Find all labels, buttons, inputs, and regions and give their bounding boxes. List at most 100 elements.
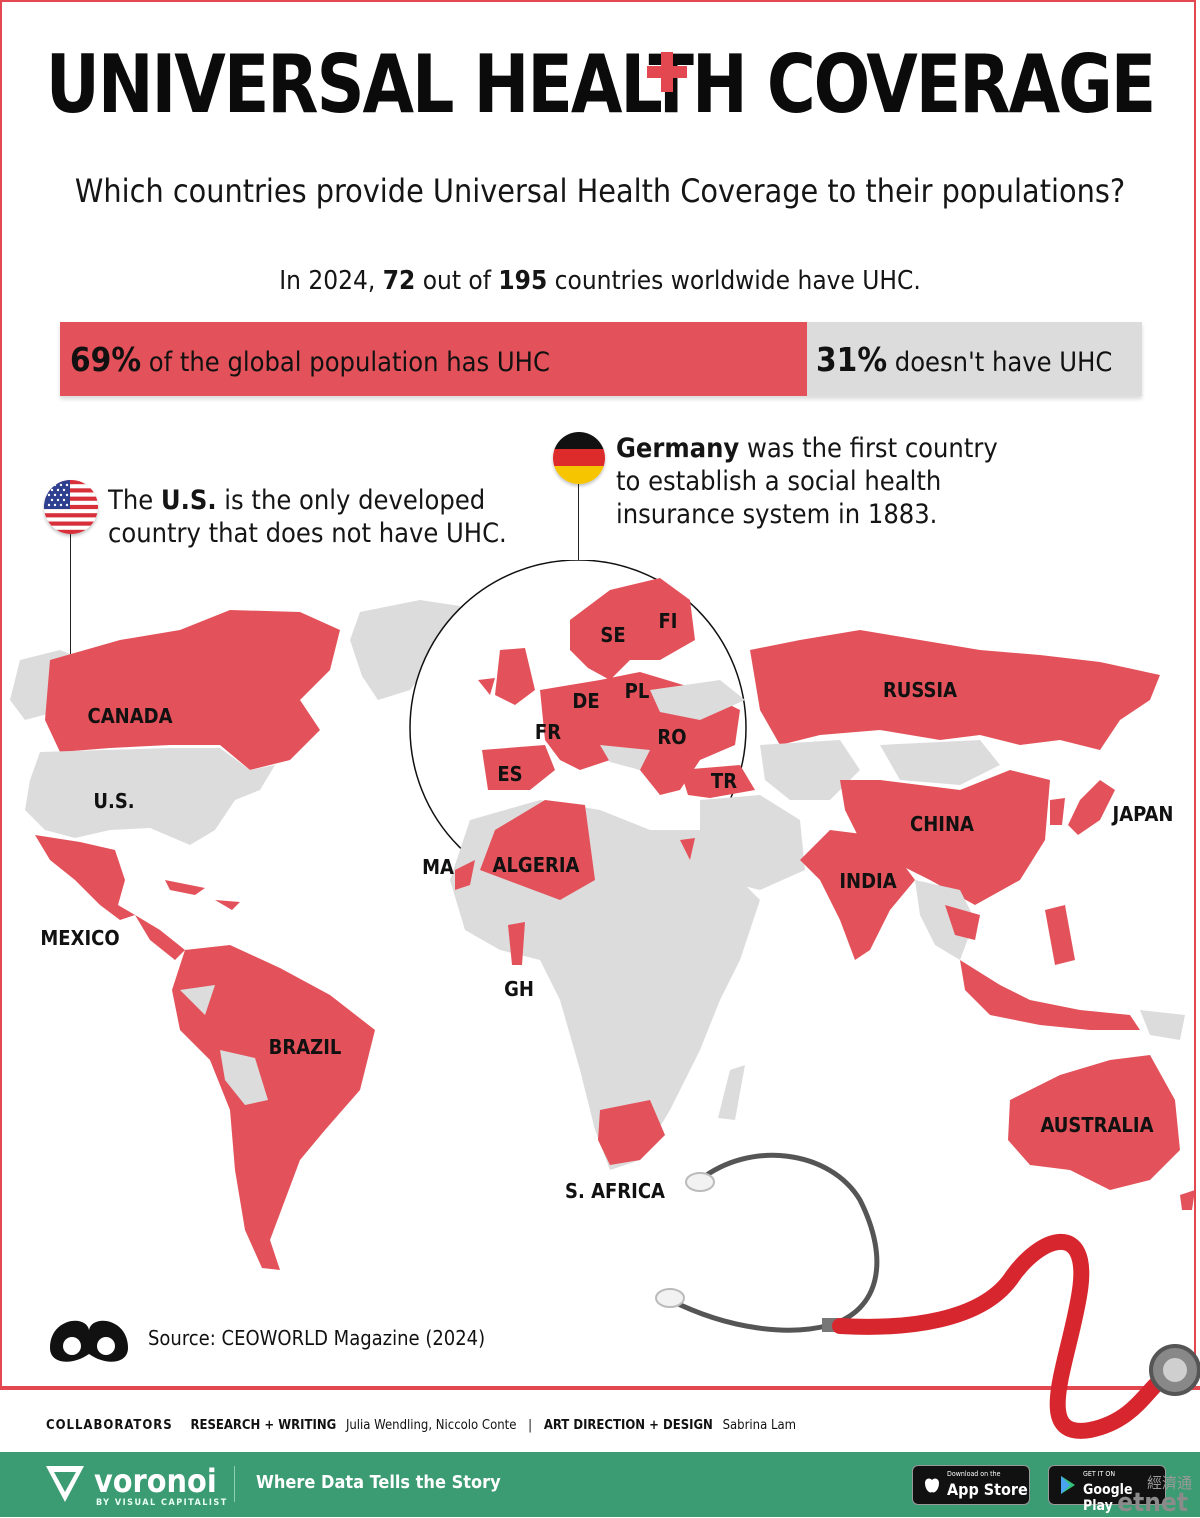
intro-pre: In 2024, xyxy=(279,266,383,296)
china-shape xyxy=(840,770,1050,905)
app-store-button[interactable]: Download on the App Store xyxy=(912,1465,1030,1505)
europe-scandinavia-shape xyxy=(570,578,695,680)
google-play-icon xyxy=(1061,1476,1075,1494)
south-america-gray-shape xyxy=(180,985,268,1105)
madagascar-shape xyxy=(718,1065,745,1120)
label-japan: JAPAN xyxy=(1112,802,1174,826)
label-brazil: BRAZIL xyxy=(268,1035,342,1059)
label-india: INDIA xyxy=(839,869,897,893)
germany-callout-line2: to establish a social health xyxy=(616,466,942,497)
intro-post: countries worldwide have UHC. xyxy=(547,266,921,296)
mexico-shape xyxy=(35,835,135,920)
label-mexico: MEXICO xyxy=(40,926,120,950)
brand-sub: BY VISUAL CAPITALIST xyxy=(96,1498,228,1508)
australia-shape xyxy=(1008,1055,1180,1190)
coverage-bar-fill xyxy=(60,322,807,396)
us-flag-icon xyxy=(44,480,98,534)
philippines-shape xyxy=(1045,905,1075,965)
us-callout-line1: is the only developed xyxy=(216,485,486,516)
coverage-not-text: 31% doesn't have UHC xyxy=(816,340,1112,379)
watermark-en: etnet xyxy=(1117,1488,1188,1518)
coverage-not-pct: 31% xyxy=(816,340,888,379)
research-label: RESEARCH + WRITING xyxy=(190,1418,337,1433)
brand-name[interactable]: voronoi xyxy=(94,1462,217,1500)
footer-bar: voronoi BY VISUAL CAPITALIST Where Data … xyxy=(0,1452,1200,1517)
japan-shape xyxy=(1068,780,1115,835)
caribbean-shape xyxy=(165,880,240,910)
google-play-label: Google Play xyxy=(1083,1482,1133,1514)
app-store-small: Download on the xyxy=(947,1470,1001,1478)
se-asia-shape xyxy=(915,880,975,960)
png-shape xyxy=(1140,1010,1185,1040)
ghana-shape xyxy=(508,922,525,965)
label-fr: FR xyxy=(534,720,562,744)
label-es: ES xyxy=(497,762,523,786)
canada-shape xyxy=(45,610,340,770)
middle-east-shape xyxy=(700,795,805,890)
research-names: Julia Wendling, Niccolo Conte xyxy=(345,1418,517,1433)
central-america-shape xyxy=(135,915,185,960)
europe-uk-shape xyxy=(478,648,535,705)
central-asia-shape xyxy=(760,740,860,800)
us-callout-line2: country that does not have UHC. xyxy=(108,518,507,549)
collaborators-heading: COLLABORATORS xyxy=(46,1418,173,1433)
footer-divider xyxy=(234,1466,235,1502)
label-ro: RO xyxy=(657,725,687,749)
frame xyxy=(0,0,1196,1386)
germany-callout-line1: was the first country xyxy=(739,433,998,464)
mongolia-shape xyxy=(880,740,1000,785)
coverage-have-text: 69% of the global population has UHC xyxy=(70,340,550,379)
label-tr: TR xyxy=(710,769,738,793)
label-gh: GH xyxy=(504,977,534,1001)
intro-total: 195 xyxy=(498,266,548,296)
apple-icon xyxy=(925,1478,939,1493)
germany-callout: Germany was the first country to establi… xyxy=(616,432,998,531)
us-leader-line xyxy=(70,534,71,752)
coverage-have-label: of the global population has UHC xyxy=(141,347,550,378)
us-callout: The U.S. is the only developed country t… xyxy=(108,484,507,550)
germany-callout-bold: Germany xyxy=(616,433,740,464)
google-play-small: GET IT ON xyxy=(1083,1470,1116,1478)
label-australia: AUSTRALIA xyxy=(1040,1113,1154,1137)
israel-shape xyxy=(680,838,695,860)
app-store-label: App Store xyxy=(947,1480,1028,1499)
design-label: ART DIRECTION + DESIGN xyxy=(543,1418,713,1433)
indonesia-shape xyxy=(960,960,1140,1030)
frame-bottom-line xyxy=(0,1386,1200,1390)
red-cross-icon xyxy=(647,52,687,92)
google-play-button[interactable]: GET IT ON Google Play xyxy=(1048,1465,1166,1514)
label-china: CHINA xyxy=(910,812,974,836)
new-zealand-shape xyxy=(1180,1190,1195,1210)
south-america-shape xyxy=(172,945,375,1270)
label-russia: RUSSIA xyxy=(882,678,958,702)
design-names: Sabrina Lam xyxy=(722,1418,797,1433)
source-text: Source: CEOWORLD Magazine (2024) xyxy=(148,1326,486,1350)
world-map xyxy=(10,560,1195,1270)
label-canada: CANADA xyxy=(87,704,173,728)
coverage-bar: 69% of the global population has UHC 31%… xyxy=(60,322,1142,396)
page-title: UNIVERSAL HEALTH COVERAGE xyxy=(0,45,1200,125)
label-pl: PL xyxy=(624,679,650,703)
coverage-not-label: doesn't have UHC xyxy=(887,347,1113,378)
collaborators-line: COLLABORATORS RESEARCH + WRITING Julia W… xyxy=(46,1418,796,1433)
subtitle: Which countries provide Universal Health… xyxy=(74,172,1126,210)
morocco-shape xyxy=(455,860,475,890)
collaborators-separator: | xyxy=(528,1418,533,1433)
label-s-africa: S. AFRICA xyxy=(565,1179,665,1203)
germany-callout-line3: insurance system in 1883. xyxy=(616,499,938,530)
tagline: Where Data Tells the Story xyxy=(256,1472,501,1493)
label-se: SE xyxy=(600,623,626,647)
label-ma: MA xyxy=(422,855,454,879)
stethoscope-icon xyxy=(655,1152,1200,1439)
europe-turkey-shape xyxy=(680,765,755,798)
label-us: U.S. xyxy=(93,789,135,813)
title-text: UNIVERSAL HEALTH COVERAGE xyxy=(45,38,1156,132)
intro-text: In 2024, 72 out of 195 countries worldwi… xyxy=(0,266,1200,296)
visual-capitalist-logo-icon xyxy=(50,1320,128,1362)
voronoi-logo-icon xyxy=(46,1466,84,1502)
watermark-cn: 經濟通 xyxy=(1146,1474,1192,1492)
coverage-have-pct: 69% xyxy=(70,340,142,379)
algeria-shape xyxy=(480,800,595,900)
us-shape xyxy=(25,748,275,845)
thailand-shape xyxy=(945,905,980,940)
